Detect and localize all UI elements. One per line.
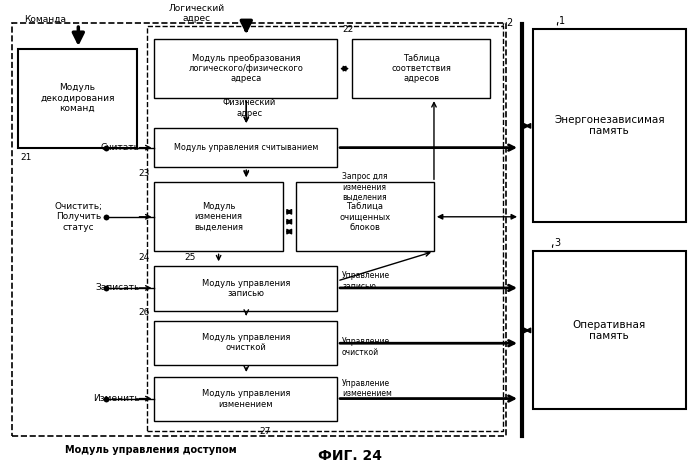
- Text: Записать: Записать: [95, 283, 139, 293]
- Text: 23: 23: [138, 169, 149, 178]
- Text: 24: 24: [138, 253, 149, 262]
- Bar: [155, 182, 283, 251]
- Text: Таблица
очищенных
блоков: Таблица очищенных блоков: [340, 202, 391, 232]
- Bar: [148, 26, 503, 431]
- Bar: [295, 182, 434, 251]
- Bar: [155, 128, 337, 167]
- Bar: [18, 49, 136, 148]
- Text: Модуль управления доступом: Модуль управления доступом: [64, 445, 237, 455]
- Text: Управление
очисткой: Управление очисткой: [342, 337, 390, 357]
- Text: Таблица
соответствия
адресов: Таблица соответствия адресов: [391, 54, 451, 83]
- Bar: [533, 29, 686, 222]
- Text: ФИГ. 24: ФИГ. 24: [318, 449, 382, 463]
- Text: Модуль
изменения
выделения: Модуль изменения выделения: [194, 202, 243, 232]
- Text: Модуль управления
очисткой: Модуль управления очисткой: [202, 333, 290, 352]
- Bar: [533, 251, 686, 410]
- Text: 2: 2: [506, 18, 512, 28]
- Text: Модуль управления
изменением: Модуль управления изменением: [202, 390, 290, 409]
- Text: Команда: Команда: [24, 15, 66, 24]
- Bar: [155, 321, 337, 365]
- Text: Энергонезависимая
память: Энергонезависимая память: [554, 115, 664, 136]
- Text: Модуль преобразования
логического/физического
адреса: Модуль преобразования логического/физиче…: [188, 54, 303, 83]
- Bar: [155, 39, 337, 98]
- Text: Очистить;
Получить
статус: Очистить; Получить статус: [55, 202, 102, 232]
- Bar: [12, 23, 506, 436]
- Text: Логический
адрес: Логический адрес: [169, 4, 225, 23]
- Text: Модуль управления считыванием: Модуль управления считыванием: [174, 143, 318, 152]
- Text: 27: 27: [260, 427, 271, 436]
- Text: 1: 1: [559, 16, 566, 26]
- Bar: [352, 39, 490, 98]
- Text: 26: 26: [138, 308, 149, 316]
- Text: Физический
адрес: Физический адрес: [223, 98, 276, 118]
- Text: 3: 3: [554, 239, 561, 248]
- Text: Считать: Считать: [101, 143, 139, 152]
- Text: Модуль управления
записью: Модуль управления записью: [202, 279, 290, 298]
- Text: Запрос для
изменения
выделения: Запрос для изменения выделения: [342, 172, 388, 202]
- Text: 22: 22: [342, 25, 354, 34]
- Text: 21: 21: [20, 153, 32, 162]
- Bar: [155, 377, 337, 421]
- Bar: [155, 266, 337, 311]
- Text: Модуль
декодирования
команд: Модуль декодирования команд: [40, 83, 115, 113]
- Text: Изменить: Изменить: [93, 394, 139, 403]
- Text: 25: 25: [184, 253, 195, 262]
- Text: Оперативная
память: Оперативная память: [573, 320, 646, 341]
- Text: Управление
записью: Управление записью: [342, 271, 390, 291]
- Text: Управление
изменением: Управление изменением: [342, 379, 392, 398]
